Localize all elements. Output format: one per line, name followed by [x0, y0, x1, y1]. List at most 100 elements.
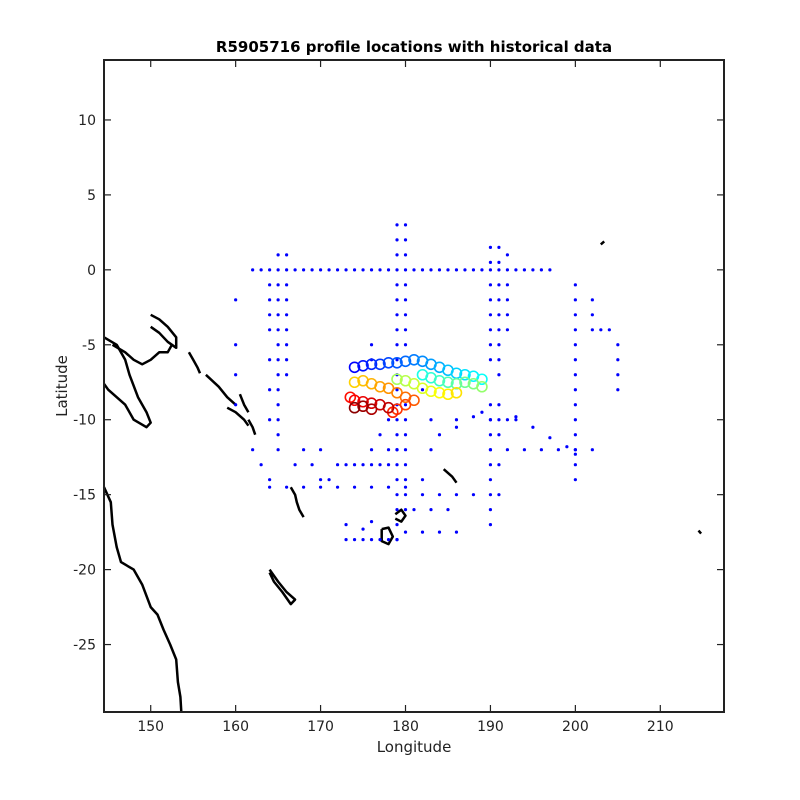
historical-point	[395, 418, 399, 422]
historical-point	[590, 328, 594, 332]
x-tick-label: 150	[137, 719, 164, 735]
profile-point	[442, 376, 454, 389]
historical-point	[386, 485, 391, 489]
coastline-4	[187, 351, 202, 374]
profile-point	[348, 394, 361, 407]
historical-point	[497, 268, 501, 272]
historical-point	[395, 448, 399, 452]
historical-point	[548, 268, 552, 272]
coastline-1	[102, 336, 152, 429]
historical-point	[403, 463, 408, 467]
historical-point	[369, 448, 374, 452]
historical-point	[301, 448, 306, 452]
historical-point	[429, 418, 433, 422]
historical-point	[599, 328, 603, 332]
historical-point	[488, 433, 493, 437]
y-tick-label: -10	[73, 413, 96, 429]
historical-point	[403, 313, 408, 317]
historical-point	[497, 463, 501, 467]
historical-point	[497, 298, 501, 302]
profile-point	[382, 356, 395, 369]
historical-point	[488, 403, 493, 407]
profile-point	[348, 401, 361, 414]
historical-point	[454, 418, 459, 422]
historical-point	[556, 448, 560, 452]
chart-title: R5905716 profile locations with historic…	[216, 38, 612, 56]
historical-point	[429, 508, 433, 512]
historical-point	[412, 268, 416, 272]
historical-point	[488, 523, 493, 527]
historical-point	[268, 313, 272, 317]
historical-point	[548, 436, 552, 440]
historical-point	[378, 538, 382, 542]
historical-point	[251, 448, 255, 452]
historical-point	[488, 260, 493, 264]
historical-point	[335, 463, 340, 467]
profile-point	[408, 353, 420, 366]
historical-point	[276, 448, 280, 452]
historical-point	[437, 433, 442, 437]
historical-point	[488, 298, 493, 302]
historical-point	[403, 508, 408, 512]
historical-point	[488, 343, 493, 347]
historical-point	[565, 445, 569, 449]
historical-point	[403, 478, 408, 482]
historical-point	[488, 418, 493, 422]
historical-point	[607, 328, 611, 332]
historical-point	[361, 538, 365, 542]
coastline-6	[226, 406, 250, 427]
historical-point	[301, 485, 306, 489]
historical-point	[395, 313, 399, 317]
historical-point	[276, 313, 280, 317]
coastline-3	[149, 313, 178, 350]
historical-point	[335, 268, 340, 272]
historical-point	[268, 328, 272, 332]
historical-point	[293, 463, 297, 467]
historical-point	[505, 448, 510, 452]
historical-point	[590, 448, 594, 452]
historical-point	[352, 538, 357, 542]
historical-point	[480, 410, 484, 414]
historical-point	[420, 530, 425, 534]
y-tick-label: -15	[73, 488, 96, 504]
historical-point	[268, 268, 272, 272]
historical-point	[378, 268, 382, 272]
historical-point	[403, 223, 408, 227]
historical-point	[590, 313, 594, 317]
coastline-2	[111, 343, 173, 366]
y-axis-label: Latitude	[53, 355, 71, 417]
coastline-8	[247, 419, 257, 436]
historical-point	[378, 463, 382, 467]
historical-point	[471, 268, 476, 272]
historical-point	[539, 268, 543, 272]
historical-point	[259, 463, 263, 467]
historical-point	[497, 313, 501, 317]
historical-point	[505, 328, 510, 332]
y-tick-label: 10	[78, 113, 96, 129]
historical-point	[268, 358, 272, 362]
historical-point	[285, 485, 289, 489]
historical-point	[268, 388, 272, 392]
historical-point	[429, 448, 433, 452]
historical-point	[497, 403, 501, 407]
coastline-5	[205, 373, 237, 406]
historical-point	[514, 418, 518, 422]
coastline-7	[238, 393, 250, 413]
coastline-13	[442, 468, 458, 484]
historical-point	[369, 485, 374, 489]
profile-point	[442, 388, 454, 401]
historical-point	[285, 313, 289, 317]
profile-point	[365, 358, 378, 371]
historical-point	[488, 478, 493, 482]
historical-point	[463, 268, 467, 272]
historical-point	[497, 328, 501, 332]
historical-point	[386, 538, 391, 542]
historical-point	[395, 478, 399, 482]
historical-point	[420, 388, 425, 392]
historical-point	[522, 268, 527, 272]
historical-point	[268, 478, 272, 482]
historical-point	[616, 388, 620, 392]
historical-point	[369, 520, 374, 524]
historical-point	[471, 493, 476, 497]
profile-locations-layer	[344, 353, 488, 419]
